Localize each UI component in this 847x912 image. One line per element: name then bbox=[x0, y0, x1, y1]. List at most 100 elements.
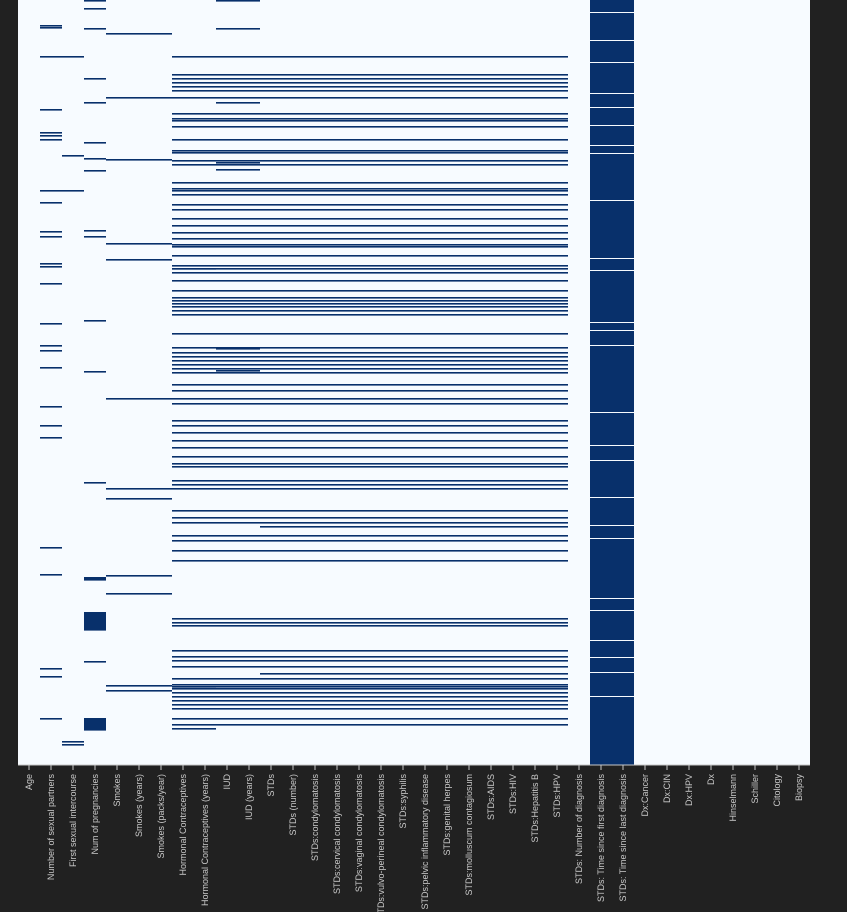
missing-cell bbox=[304, 209, 326, 211]
missing-cell bbox=[458, 268, 480, 270]
x-tick-label: STDs: Time since first diagnosis bbox=[596, 774, 606, 903]
missing-cell bbox=[260, 704, 282, 706]
missing-cell bbox=[414, 164, 436, 166]
missing-cell bbox=[502, 74, 524, 76]
missing-cell bbox=[524, 560, 546, 562]
missing-cell bbox=[84, 236, 106, 238]
missing-cell bbox=[480, 425, 502, 427]
missing-cell bbox=[260, 666, 282, 668]
missing-cell bbox=[348, 204, 370, 206]
missing-cell bbox=[194, 420, 216, 422]
missing-cell bbox=[106, 97, 128, 99]
missing-cell bbox=[370, 297, 392, 299]
missing-cell bbox=[326, 510, 348, 512]
missing-cell bbox=[370, 280, 392, 282]
missing-cell bbox=[216, 370, 238, 372]
missing-cell bbox=[480, 447, 502, 449]
missing-cell bbox=[392, 272, 414, 274]
missing-cell bbox=[458, 622, 480, 624]
missing-cell bbox=[546, 522, 568, 524]
missing-cell bbox=[216, 656, 238, 658]
missing-cell bbox=[392, 660, 414, 662]
missing-cell bbox=[414, 56, 436, 58]
missing-cell bbox=[216, 333, 238, 335]
missing-cell bbox=[480, 526, 502, 528]
missing-cell bbox=[480, 718, 502, 720]
missing-cell bbox=[436, 238, 458, 240]
missing-cell bbox=[414, 390, 436, 392]
missing-cell bbox=[436, 74, 458, 76]
missing-cell bbox=[150, 498, 172, 500]
missing-cell bbox=[282, 255, 304, 257]
missing-cell bbox=[150, 690, 172, 692]
missing-cell bbox=[326, 310, 348, 312]
missing-cell bbox=[480, 684, 502, 686]
missing-cell bbox=[502, 678, 524, 680]
present-cell bbox=[590, 598, 612, 599]
missing-cell bbox=[172, 86, 194, 88]
missing-cell bbox=[282, 74, 304, 76]
x-tick-label: Hinselmann bbox=[728, 774, 738, 822]
missing-cell bbox=[414, 488, 436, 490]
missing-cell bbox=[282, 398, 304, 400]
missing-cell bbox=[436, 480, 458, 482]
missing-cell bbox=[282, 310, 304, 312]
missing-cell bbox=[392, 684, 414, 686]
missing-cell bbox=[414, 356, 436, 358]
missing-cell bbox=[502, 622, 524, 624]
missing-cell bbox=[172, 74, 194, 76]
missing-cell bbox=[304, 700, 326, 702]
present-cell bbox=[612, 598, 634, 599]
missing-cell bbox=[524, 314, 546, 316]
missing-cell bbox=[392, 78, 414, 80]
missing-cell bbox=[414, 540, 436, 542]
missing-cell bbox=[238, 333, 260, 335]
missing-cell bbox=[282, 364, 304, 366]
missing-cell bbox=[436, 724, 458, 726]
missing-cell bbox=[348, 333, 370, 335]
missing-cell bbox=[238, 390, 260, 392]
missing-cell bbox=[348, 708, 370, 710]
missing-cell bbox=[304, 398, 326, 400]
missing-cell bbox=[216, 347, 238, 349]
missing-cell bbox=[238, 550, 260, 552]
missing-cell bbox=[216, 484, 238, 486]
missing-cell bbox=[172, 290, 194, 292]
missing-cell bbox=[392, 56, 414, 58]
missing-cell bbox=[260, 447, 282, 449]
missing-cell bbox=[260, 113, 282, 115]
present-cell bbox=[612, 200, 634, 201]
missing-cell bbox=[326, 347, 348, 349]
missing-cell bbox=[282, 550, 304, 552]
missing-cell bbox=[194, 686, 216, 688]
missing-cell bbox=[172, 194, 194, 196]
x-tick-label: STDs:vulvo-perineal condylomatosis bbox=[376, 774, 386, 912]
missing-cell bbox=[546, 673, 568, 675]
missing-cell bbox=[216, 522, 238, 524]
missing-cell bbox=[502, 268, 524, 270]
missing-cell bbox=[414, 314, 436, 316]
missing-cell bbox=[480, 74, 502, 76]
missing-cell bbox=[546, 244, 568, 246]
missing-cell bbox=[260, 684, 282, 686]
missing-cell bbox=[172, 268, 194, 270]
missing-cell bbox=[326, 372, 348, 374]
missing-cell bbox=[546, 724, 568, 726]
missing-cell bbox=[194, 56, 216, 58]
x-tick-label: IUD (years) bbox=[244, 774, 254, 820]
missing-cell bbox=[128, 685, 150, 687]
missing-cell bbox=[260, 78, 282, 80]
missing-cell bbox=[414, 209, 436, 211]
missing-cell bbox=[260, 209, 282, 211]
missing-cell bbox=[348, 265, 370, 267]
missing-cell bbox=[458, 708, 480, 710]
missing-cell bbox=[392, 484, 414, 486]
missing-cell bbox=[414, 517, 436, 519]
missing-cell bbox=[436, 656, 458, 658]
missing-cell bbox=[326, 78, 348, 80]
missing-cell bbox=[502, 232, 524, 234]
missing-cell bbox=[348, 118, 370, 120]
missing-cell bbox=[172, 700, 194, 702]
missing-cell bbox=[348, 310, 370, 312]
missing-cell bbox=[502, 510, 524, 512]
